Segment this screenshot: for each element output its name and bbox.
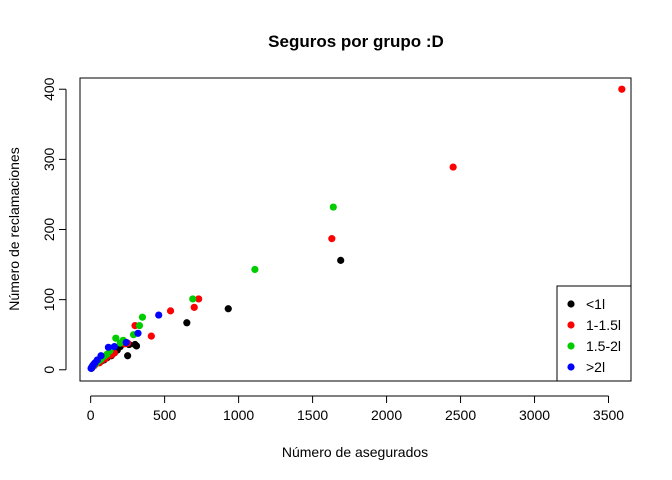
x-tick-label: 0 — [87, 407, 95, 423]
x-tick-label: 3000 — [519, 407, 550, 423]
legend-label: 1.5-2l — [586, 338, 621, 354]
y-tick-label: 400 — [41, 77, 57, 101]
y-tick-label: 300 — [41, 147, 57, 171]
data-point-series-3 — [112, 334, 120, 342]
legend-marker — [567, 321, 575, 329]
y-axis-label: Número de reclamaciones — [6, 147, 22, 310]
data-point-series-2 — [449, 163, 457, 171]
data-point-series-3 — [189, 295, 197, 303]
legend-marker — [567, 300, 575, 308]
data-points — [87, 85, 626, 372]
data-point-series-2 — [195, 295, 203, 303]
data-point-series-3 — [329, 203, 337, 211]
legend-label: 1-1.5l — [586, 317, 621, 333]
legend-marker — [567, 363, 575, 371]
y-axis: 0 100 200 300 400 — [41, 77, 67, 374]
data-point-series-3 — [251, 265, 259, 274]
data-point-series-1 — [124, 352, 132, 360]
y-tick-label: 200 — [41, 218, 57, 242]
data-point-series-4 — [97, 352, 105, 360]
data-point-series-4 — [122, 338, 130, 347]
x-tick-label: 3500 — [593, 407, 624, 423]
data-point-series-3 — [135, 321, 144, 330]
data-point-series-4 — [134, 329, 142, 337]
x-tick-label: 2500 — [445, 407, 476, 423]
data-point-series-1 — [132, 342, 141, 350]
data-point-series-4 — [104, 343, 113, 351]
y-tick-label: 100 — [41, 288, 57, 312]
x-tick-label: 1500 — [297, 407, 328, 423]
x-tick-label: 1000 — [223, 407, 254, 423]
data-point-series-2 — [328, 235, 336, 243]
data-point-series-1 — [337, 256, 345, 264]
legend-label: >2l — [586, 359, 605, 375]
data-point-series-2 — [147, 332, 155, 340]
legend: <1l 1-1.5l 1.5-2l >2l — [556, 285, 632, 382]
data-point-series-4 — [155, 311, 163, 319]
chart-title: Seguros por grupo :D — [268, 32, 444, 51]
data-point-series-2 — [618, 85, 626, 93]
plot-frame — [79, 77, 632, 382]
legend-label: <1l — [586, 296, 605, 312]
data-point-series-2 — [166, 307, 175, 315]
x-tick-label: 500 — [153, 407, 177, 423]
x-tick-label: 2000 — [371, 407, 402, 423]
data-point-series-3 — [138, 313, 147, 321]
x-axis: 0 500 1000 1500 2000 2500 3000 3500 — [87, 395, 624, 423]
data-point-series-4 — [110, 343, 118, 351]
data-point-series-1 — [183, 319, 191, 327]
data-point-series-2 — [190, 303, 198, 311]
y-tick-label: 0 — [41, 366, 57, 374]
data-point-series-1 — [224, 305, 232, 313]
x-axis-label: Número de asegurados — [282, 444, 428, 460]
legend-marker — [567, 342, 575, 350]
